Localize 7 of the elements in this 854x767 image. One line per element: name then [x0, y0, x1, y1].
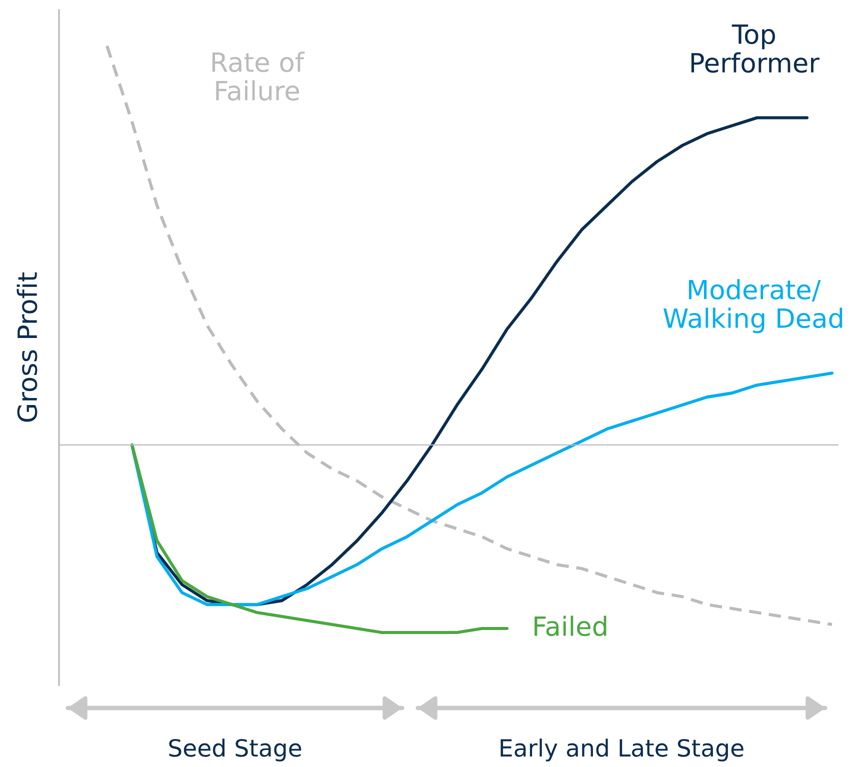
text: Early and Late Stage: [500, 738, 744, 762]
y-axis-title: Gross Profit: [16, 272, 38, 422]
series-label: Top Performer: [691, 24, 820, 73]
series-label: Failed: [534, 616, 606, 636]
text: Rate of Failure: [212, 52, 305, 101]
series-label: Moderate/ Walking Dead: [664, 279, 842, 334]
text: Seed Stage: [169, 738, 302, 762]
